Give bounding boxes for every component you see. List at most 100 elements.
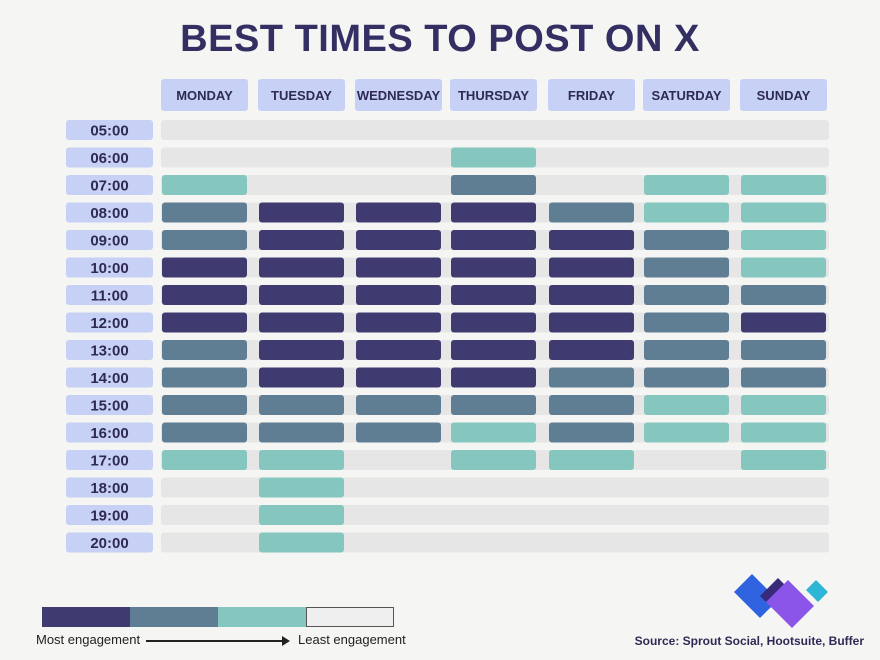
time-header-1300: [66, 340, 153, 360]
heatmap-cell-thursday-1000: [451, 257, 536, 278]
heatmap-cell-friday-1300: [549, 340, 634, 360]
page-title: BEST TIMES TO POST ON X: [180, 18, 700, 60]
time-header-1500: [66, 395, 153, 415]
heatmap-cell-monday-0800: [162, 202, 247, 223]
time-label-0800: 08:00: [90, 205, 128, 222]
heatmap-cell-wednesday-0900: [356, 230, 441, 250]
heatmap-cell-saturday-1400: [644, 367, 729, 388]
heatmap-cell-thursday-0600: [451, 147, 536, 168]
heatmap-cell-saturday-1000: [644, 257, 729, 278]
heatmap-cell-saturday-0900: [644, 230, 729, 250]
heatmap-cell-monday-1600: [162, 422, 247, 443]
heatmap-cell-monday-0900: [162, 230, 247, 250]
heatmap-cell-tuesday-1800: [259, 477, 344, 498]
time-label-1300: 13:00: [90, 343, 128, 360]
time-label-1000: 10:00: [90, 260, 128, 277]
heatmap-cell-thursday-1100: [451, 285, 536, 305]
heatmap-cell-thursday-1200: [451, 312, 536, 333]
heatmap-cell-thursday-0900: [451, 230, 536, 250]
heatmap-cell-monday-1100: [162, 285, 247, 305]
time-header-0800: [66, 202, 153, 223]
heatmap-cell-sunday-0900: [741, 230, 826, 250]
time-label-1500: 15:00: [90, 398, 128, 415]
heatmap-cell-wednesday-1500: [356, 395, 441, 415]
heatmap-cell-saturday-1300: [644, 340, 729, 360]
heatmap-cell-saturday-0800: [644, 202, 729, 223]
time-header-1800: [66, 477, 153, 498]
day-label-wednesday: WEDNESDAY: [357, 88, 441, 103]
heatmap-cell-sunday-1600: [741, 422, 826, 443]
heatmap-cell-thursday-0800: [451, 202, 536, 223]
time-header-1900: [66, 505, 153, 525]
legend-scale: [42, 607, 394, 627]
heatmap-cell-tuesday-0900: [259, 230, 344, 250]
day-label-monday: MONDAY: [176, 88, 233, 103]
heatmap-cell-friday-0900: [549, 230, 634, 250]
heatmap-cell-tuesday-1200: [259, 312, 344, 333]
heatmap-cell-sunday-1500: [741, 395, 826, 415]
heatmap-cell-tuesday-1600: [259, 422, 344, 443]
heatmap-cell-wednesday-1600: [356, 422, 441, 443]
time-header-1200: [66, 312, 153, 333]
logo-shape-teal: [806, 580, 828, 602]
legend-swatch-medium: [218, 607, 306, 627]
day-header-wednesday: [355, 79, 442, 111]
heatmap-cell-thursday-1400: [451, 367, 536, 388]
day-label-tuesday: TUESDAY: [271, 88, 332, 103]
heatmap-cell-wednesday-1200: [356, 312, 441, 333]
heatmap-cell-wednesday-1000: [356, 257, 441, 278]
heatmap-cell-tuesday-2000: [259, 532, 344, 553]
time-label-0500: 05:00: [90, 123, 128, 140]
legend-most-label: Most engagement: [36, 632, 141, 647]
heatmap-cell-tuesday-1100: [259, 285, 344, 305]
time-label-0600: 06:00: [90, 150, 128, 167]
heatmap-cell-tuesday-1500: [259, 395, 344, 415]
time-label-1100: 11:00: [91, 288, 129, 305]
time-header-1100: [66, 285, 153, 305]
heatmap-cell-thursday-1300: [451, 340, 536, 360]
brand-logo-icon: [734, 574, 828, 628]
time-header-1700: [66, 450, 153, 470]
heatmap-cell-saturday-1600: [644, 422, 729, 443]
heatmap-cell-friday-1700: [549, 450, 634, 470]
heatmap-cell-friday-1500: [549, 395, 634, 415]
legend-swatch-most: [42, 607, 130, 627]
heatmap-cell-thursday-0700: [451, 175, 536, 195]
time-header-0900: [66, 230, 153, 250]
legend-swatch-least: [306, 607, 394, 627]
time-label-1700: 17:00: [90, 453, 128, 470]
heatmap-cell-thursday-1700: [451, 450, 536, 470]
heatmap-cell-sunday-1400: [741, 367, 826, 388]
heatmap-cell-monday-0700: [162, 175, 247, 195]
heatmap-cell-sunday-1300: [741, 340, 826, 360]
logo-shape-purple: [766, 580, 814, 628]
heatmap-cell-sunday-1000: [741, 257, 826, 278]
time-label-1800: 18:00: [90, 480, 128, 497]
day-header-saturday: [643, 79, 730, 111]
heatmap-cell-monday-1300: [162, 340, 247, 360]
heatmap-cell-thursday-1500: [451, 395, 536, 415]
time-label-1400: 14:00: [90, 370, 128, 387]
day-label-sunday: SUNDAY: [757, 88, 811, 103]
time-label-1200: 12:00: [90, 315, 128, 332]
heatmap-cell-monday-1000: [162, 257, 247, 278]
day-label-friday: FRIDAY: [568, 88, 616, 103]
heatmap-cell-friday-1400: [549, 367, 634, 388]
heatmap-cell-sunday-0800: [741, 202, 826, 223]
heatmap-cell-monday-1500: [162, 395, 247, 415]
heatmap-cell-friday-1200: [549, 312, 634, 333]
legend-swatch-high: [130, 607, 218, 627]
time-label-1600: 16:00: [90, 425, 128, 442]
heatmap-cell-tuesday-1700: [259, 450, 344, 470]
heatmap-cell-tuesday-1000: [259, 257, 344, 278]
heatmap-cell-tuesday-0800: [259, 202, 344, 223]
heatmap-cell-saturday-1200: [644, 312, 729, 333]
heatmap-cell-tuesday-1300: [259, 340, 344, 360]
heatmap-cell-monday-1200: [162, 312, 247, 333]
heatmap-cell-sunday-1100: [741, 285, 826, 305]
heatmap-cell-wednesday-0800: [356, 202, 441, 223]
heatmap-cell-saturday-1500: [644, 395, 729, 415]
heatmap-cell-sunday-1200: [741, 312, 826, 333]
time-label-0900: 09:00: [90, 233, 128, 250]
time-header-1400: [66, 367, 153, 388]
